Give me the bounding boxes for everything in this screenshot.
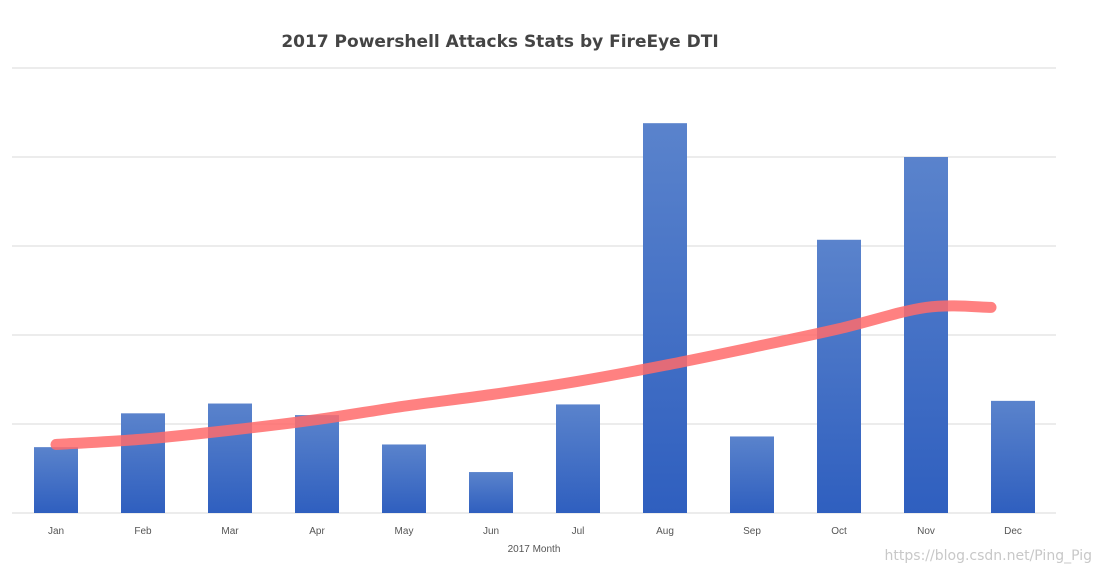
watermark: https://blog.csdn.net/Ping_Pig — [885, 548, 1092, 564]
x-tick-label: Dec — [1004, 526, 1022, 537]
bar-dec — [991, 400, 1035, 513]
bar-jun — [469, 472, 513, 513]
x-tick-label: Apr — [309, 526, 325, 537]
x-tick-label: May — [395, 526, 414, 537]
x-tick-label: Jul — [572, 526, 585, 537]
x-tick-label: Nov — [917, 526, 935, 537]
x-tick-label: Aug — [656, 526, 674, 537]
trendline-curve — [50, 300, 997, 450]
x-tick-labels: Jan Feb Mar Apr May Jun Jul Aug Sep Oct Nov Dec — [48, 526, 1022, 537]
x-axis-label: 2017 Month — [508, 544, 561, 555]
bar-jul — [556, 404, 600, 513]
bar-mar — [208, 403, 252, 513]
bar-sep — [730, 436, 774, 513]
x-tick-label: Jun — [483, 526, 499, 537]
bar-jan — [34, 447, 78, 513]
bar-oct — [817, 239, 861, 513]
bar-aug — [643, 123, 687, 514]
bar-apr — [295, 415, 339, 513]
x-tick-label: Jan — [48, 526, 64, 537]
bars — [34, 123, 1035, 514]
bar-nov — [904, 157, 948, 513]
chart-title: 2017 Powershell Attacks Stats by FireEye… — [281, 32, 718, 52]
x-tick-label: Mar — [221, 526, 239, 537]
x-tick-label: Oct — [831, 526, 847, 537]
bar-feb — [121, 413, 165, 513]
x-tick-label: Feb — [134, 526, 152, 537]
grid — [12, 67, 1056, 514]
trendline — [50, 300, 997, 450]
x-tick-label: Sep — [743, 526, 761, 537]
bar-may — [382, 444, 426, 513]
